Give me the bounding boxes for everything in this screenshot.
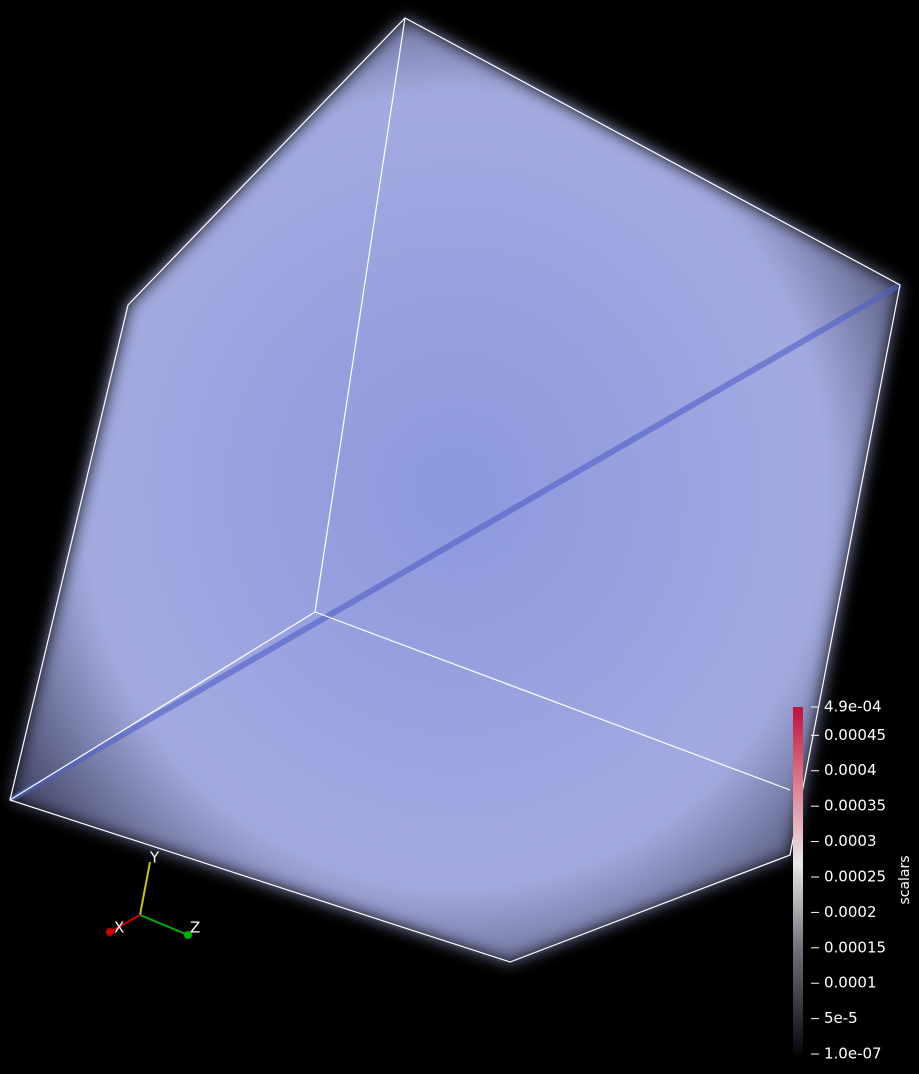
tick-label: 1.0e-07 xyxy=(824,1045,882,1063)
volume-diagonal xyxy=(8,282,902,803)
axis-label: Y xyxy=(149,849,160,867)
axis-label: Z xyxy=(190,919,200,937)
orientation-axes: Y X Z xyxy=(106,849,200,939)
tick-label: 5e-5 xyxy=(824,1009,858,1027)
tick-label: 0.00025 xyxy=(824,867,886,885)
volume xyxy=(10,18,900,962)
axis-label: X xyxy=(114,919,124,937)
tick-label: 0.0002 xyxy=(824,903,877,921)
tick-label: 0.00045 xyxy=(824,726,886,744)
tick-label: 0.00035 xyxy=(824,797,886,815)
tick-label: 4.9e-04 xyxy=(824,698,882,716)
tick-label: 0.00015 xyxy=(824,938,886,956)
tick-label: 0.0004 xyxy=(824,761,877,779)
outline xyxy=(9,17,901,963)
legend-title: scalars xyxy=(897,855,913,904)
color-bar xyxy=(793,707,803,1054)
tick-label: 0.0001 xyxy=(824,974,877,992)
tick-label: 0.0003 xyxy=(824,832,877,850)
